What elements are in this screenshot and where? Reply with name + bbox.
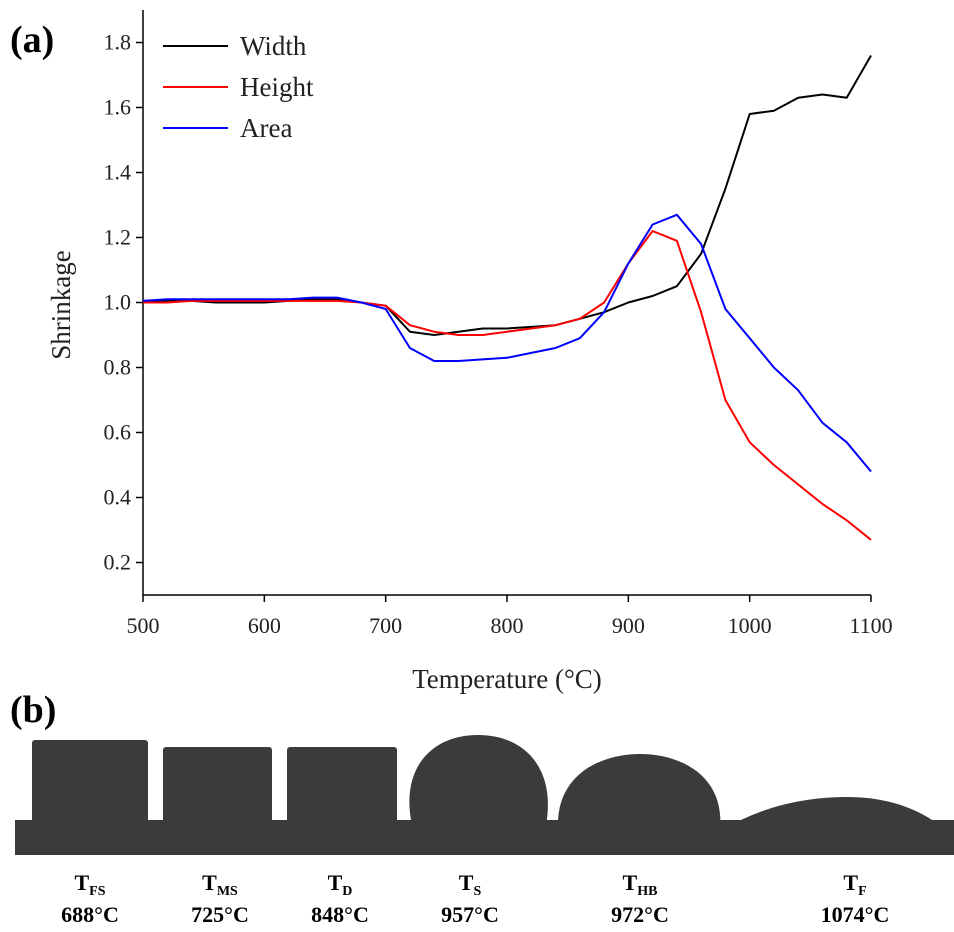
symbol: T	[74, 870, 89, 895]
x-axis-label: Temperature (°C)	[412, 664, 602, 694]
x-tick-label: 700	[369, 613, 402, 638]
specimen-symbol: TFS	[74, 870, 105, 899]
specimen-temperature: 957°C	[441, 902, 499, 927]
symbol: T	[328, 870, 343, 895]
line-series	[143, 230, 872, 541]
specimen-image	[15, 735, 954, 855]
specimen-symbol: TD	[328, 870, 353, 899]
x-tick-label: 800	[491, 613, 524, 638]
x-tick-label: 1000	[728, 613, 772, 638]
specimen-symbol: TMS	[202, 870, 238, 899]
y-tick-label: 0.8	[104, 355, 132, 380]
y-tick-label: 1.6	[104, 95, 132, 120]
symbol: T	[623, 870, 638, 895]
specimen-symbol: TS	[459, 870, 482, 899]
subscript: FS	[89, 884, 106, 899]
specimen-temperature: 1074°C	[821, 902, 890, 927]
legend-label: Height	[240, 72, 314, 102]
subscript: F	[858, 884, 867, 899]
x-tick-label: 600	[248, 613, 281, 638]
y-tick-label: 0.2	[104, 550, 132, 575]
y-tick-label: 1.4	[104, 160, 132, 185]
line-series	[142, 213, 872, 473]
y-tick-label: 1.2	[104, 225, 132, 250]
specimen-temperature: 848°C	[311, 902, 369, 927]
subscript: HB	[637, 884, 657, 899]
x-tick-label: 1100	[849, 613, 892, 638]
y-tick-label: 1.8	[104, 30, 132, 55]
y-tick-label: 1.0	[104, 290, 132, 315]
specimen-temperature: 972°C	[611, 902, 669, 927]
subscript: MS	[217, 884, 238, 899]
legend-label: Width	[240, 31, 307, 61]
specimen-symbol: THB	[623, 870, 658, 899]
y-tick-label: 0.6	[104, 420, 132, 445]
legend-label: Area	[240, 113, 292, 143]
symbol: T	[459, 870, 474, 895]
line-series	[142, 55, 872, 336]
symbol: T	[843, 870, 858, 895]
panel-label: (a)	[10, 19, 54, 61]
x-tick-label: 500	[127, 613, 160, 638]
specimen-symbol: TF	[843, 870, 866, 899]
specimen-temperature: 688°C	[61, 902, 119, 927]
panel-label: (b)	[10, 689, 56, 731]
y-axis-label: Shrinkage	[46, 250, 76, 359]
x-tick-label: 900	[612, 613, 645, 638]
y-tick-label: 0.4	[104, 485, 132, 510]
subscript: S	[473, 884, 481, 899]
subscript: D	[342, 884, 352, 899]
symbol: T	[202, 870, 217, 895]
specimen-temperature: 725°C	[191, 902, 249, 927]
